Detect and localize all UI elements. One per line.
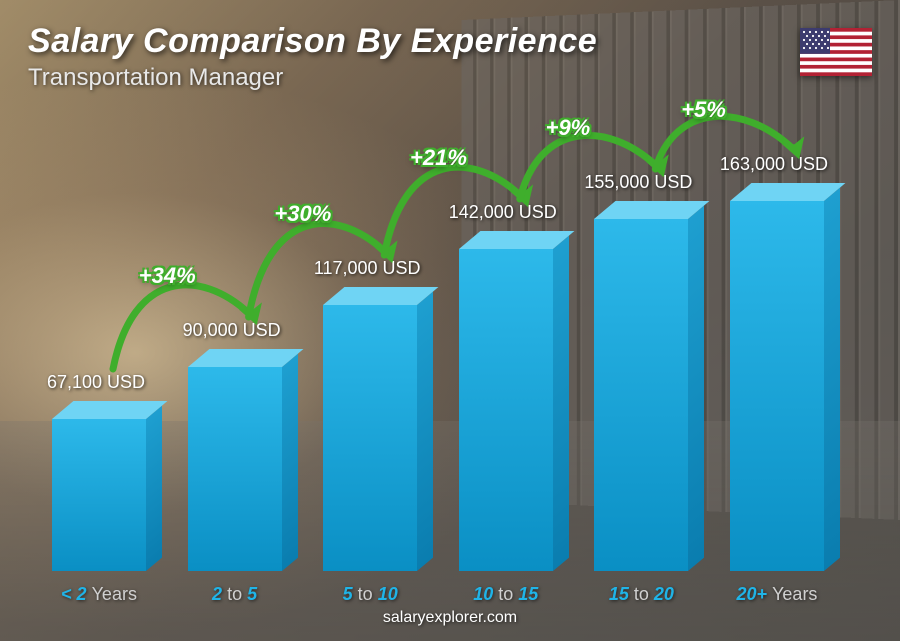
footer-attribution: salaryexplorer.com [0,609,900,627]
bar-x-label: 2 to 5 [165,584,305,605]
bar-x-label: < 2 Years [29,584,169,605]
bar [459,249,553,571]
bar-x-label: 20+ Years [707,584,847,605]
bar [730,201,824,571]
bar-slot: 155,000 USD15 to 20 [580,111,702,571]
bar-value-label: 155,000 USD [568,172,708,193]
bar [188,367,282,571]
chart-subtitle: Transportation Manager [28,64,283,92]
country-flag-icon [800,28,872,76]
bar [52,419,146,571]
bar-slot: 117,000 USD5 to 10 [309,111,431,571]
bar-chart: 67,100 USD< 2 Years90,000 USD2 to 5117,0… [38,111,838,571]
bar-slot: 142,000 USD10 to 15 [445,111,567,571]
bar-slot: 90,000 USD2 to 5 [174,111,296,571]
bar-value-label: 117,000 USD [297,258,437,279]
bar-value-label: 163,000 USD [704,154,844,175]
bar-slot: 163,000 USD20+ Years [716,111,838,571]
bar [594,219,688,571]
bar-value-label: 90,000 USD [162,320,302,341]
bar-value-label: 142,000 USD [433,202,573,223]
chart-title: Salary Comparison By Experience [28,22,597,61]
bar-value-label: 67,100 USD [26,372,166,393]
bar-slot: 67,100 USD< 2 Years [38,111,160,571]
bar-x-label: 5 to 10 [300,584,440,605]
bar-x-label: 15 to 20 [571,584,711,605]
bar [323,305,417,571]
bar-x-label: 10 to 15 [436,584,576,605]
